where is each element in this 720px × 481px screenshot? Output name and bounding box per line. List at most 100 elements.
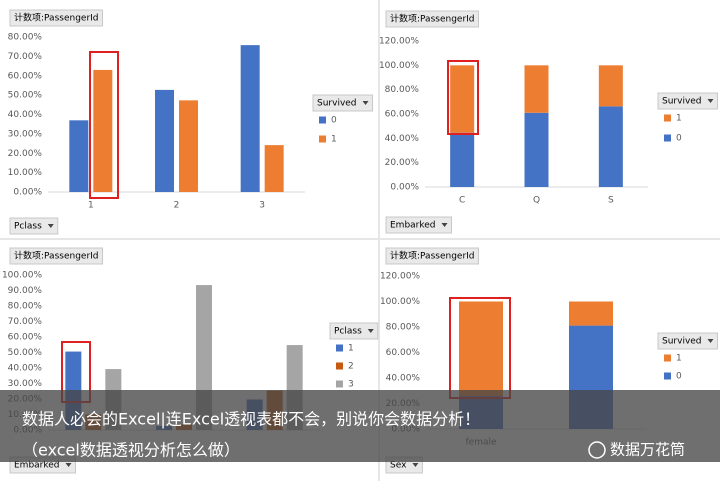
- bar: [264, 145, 284, 192]
- legend-title-box: [657, 332, 719, 350]
- legend-title[interactable]: Survived: [312, 94, 374, 112]
- filter-button-box: [385, 216, 453, 234]
- field-button-box: [385, 247, 480, 265]
- legend-title[interactable]: Survived: [657, 92, 719, 110]
- y-tick-label: 20.00%: [385, 158, 420, 168]
- legend-label: 0: [331, 116, 337, 126]
- legend-title-label: Survived: [662, 337, 702, 347]
- legend-title-label: Survived: [662, 97, 702, 107]
- legend-title-box: [329, 322, 379, 340]
- legend-label: 1: [676, 354, 682, 364]
- bar: [450, 132, 475, 187]
- watermark-icon: [588, 441, 606, 459]
- legend-label: 1: [331, 135, 337, 145]
- field-button[interactable]: 计数项:PassengerId: [385, 247, 480, 265]
- legend-swatch: [336, 362, 343, 370]
- field-button-box: [9, 247, 104, 265]
- bar: [450, 65, 475, 133]
- y-tick-label: 0.00%: [390, 183, 419, 193]
- dropdown-arrow: [367, 329, 374, 333]
- legend-swatch: [664, 114, 671, 122]
- field-button-label: 计数项:PassengerId: [390, 250, 475, 262]
- y-tick-label: 70.00%: [8, 52, 43, 62]
- filter-button-label: Sex: [390, 461, 407, 471]
- legend-title[interactable]: Survived: [657, 332, 719, 350]
- filter-button[interactable]: Embarked: [385, 216, 453, 234]
- x-tick-label: S: [608, 196, 614, 206]
- legend-swatch: [336, 344, 343, 352]
- dropdown-arrow: [441, 223, 448, 227]
- y-tick-label: 100.00%: [380, 297, 420, 307]
- field-button[interactable]: 计数项:PassengerId: [9, 9, 104, 27]
- filter-button-label: Embarked: [14, 461, 60, 471]
- y-tick-label: 100.00%: [2, 271, 42, 281]
- x-tick-label: Q: [533, 196, 540, 206]
- legend-title-label: Survived: [317, 99, 357, 109]
- bar: [569, 301, 613, 326]
- dropdown-arrow: [707, 99, 714, 103]
- y-tick-label: 80.00%: [386, 323, 421, 333]
- field-button[interactable]: 计数项:PassengerId: [385, 10, 480, 28]
- y-tick-label: 40.00%: [8, 110, 43, 120]
- dropdown-arrow: [707, 339, 714, 343]
- bar: [240, 45, 260, 193]
- y-tick-label: 100.00%: [379, 61, 419, 71]
- bar: [524, 65, 549, 113]
- y-tick-label: 80.00%: [8, 302, 43, 312]
- field-button[interactable]: 计数项:PassengerId: [9, 247, 104, 265]
- y-tick-label: 20.00%: [8, 149, 43, 159]
- bar: [459, 301, 503, 397]
- filter-button-box: [9, 217, 59, 235]
- bar: [93, 69, 113, 192]
- legend-label: 1: [676, 114, 682, 124]
- y-tick-label: 60.00%: [385, 110, 420, 120]
- filter-button-label: Pclass: [14, 222, 42, 232]
- dropdown-arrow: [412, 463, 419, 467]
- y-tick-label: 60.00%: [8, 71, 43, 81]
- field-button-label: 计数项:PassengerId: [14, 12, 99, 24]
- bar: [524, 112, 549, 187]
- dropdown-arrow: [362, 101, 369, 105]
- y-tick-label: 90.00%: [8, 286, 43, 296]
- banner: [0, 390, 720, 462]
- x-tick-label: 2: [174, 201, 180, 211]
- y-tick-label: 80.00%: [385, 85, 420, 95]
- banner-line: 数据人必会的Excel|连Excel透视表都不会，别说你会数据分析！: [22, 410, 480, 429]
- legend-label: 3: [348, 380, 354, 390]
- legend-label: 0: [676, 372, 682, 382]
- legend-title[interactable]: Pclass: [329, 322, 379, 340]
- x-tick-label: C: [459, 196, 465, 206]
- bar: [155, 89, 174, 192]
- legend-swatch: [664, 134, 671, 142]
- y-tick-label: 40.00%: [386, 374, 421, 384]
- dropdown-arrow: [65, 463, 72, 467]
- legend-title-box: [312, 94, 374, 112]
- legend-swatch: [319, 135, 326, 143]
- y-tick-label: 40.00%: [8, 364, 43, 374]
- y-tick-label: 30.00%: [8, 379, 43, 389]
- y-tick-label: 30.00%: [8, 129, 43, 139]
- filter-button[interactable]: Pclass: [9, 217, 59, 235]
- filter-button-label: Embarked: [390, 221, 436, 231]
- legend-swatch: [664, 372, 671, 380]
- field-button-label: 计数项:PassengerId: [14, 250, 99, 262]
- bar: [598, 106, 623, 187]
- watermark: 数据万花筒: [610, 441, 685, 459]
- legend-title-label: Pclass: [334, 327, 362, 337]
- highlight-box: [447, 60, 479, 135]
- y-tick-label: 80.00%: [8, 33, 43, 43]
- x-tick-label: 1: [88, 201, 94, 211]
- y-tick-label: 70.00%: [8, 317, 43, 327]
- field-button-box: [385, 10, 480, 28]
- y-tick-label: 120.00%: [379, 37, 419, 47]
- x-tick-label: 3: [259, 201, 265, 211]
- field-button-label: 计数项:PassengerId: [390, 13, 475, 25]
- legend-label: 2: [348, 362, 354, 372]
- banner-line: （excel数据透视分析怎么做）: [22, 441, 240, 460]
- field-button-box: [9, 9, 104, 27]
- legend-swatch: [319, 116, 326, 124]
- y-tick-label: 0.00%: [13, 188, 42, 198]
- bar: [69, 120, 89, 192]
- chart-panel: [380, 0, 720, 238]
